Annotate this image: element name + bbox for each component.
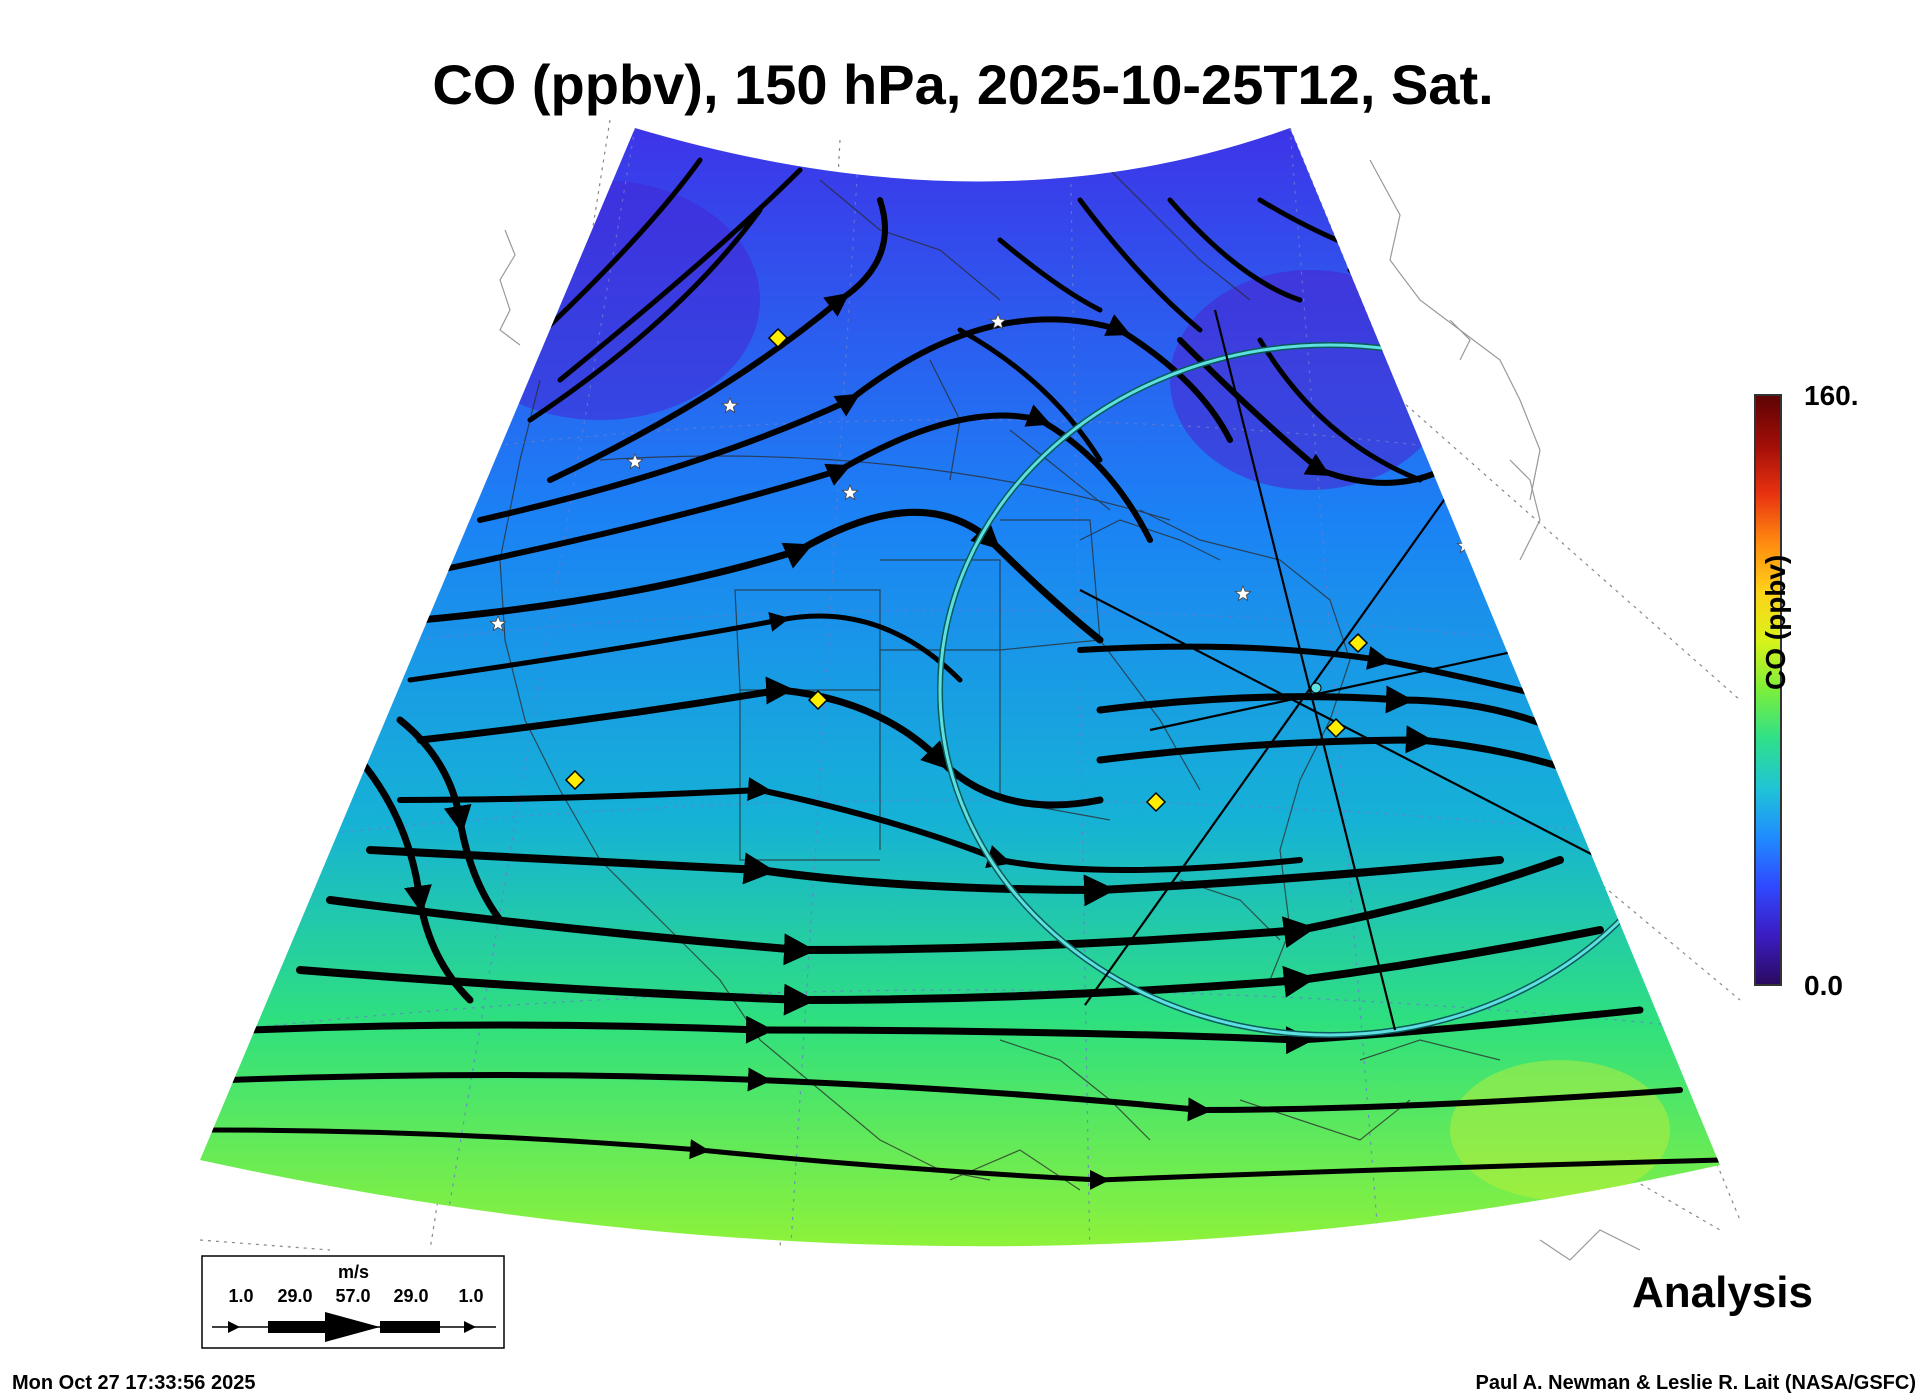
wind-key-label-3: 29.0 [393,1286,429,1306]
wind-key-arrow-1 [228,1321,240,1333]
diamond-marker-2 [564,769,586,791]
diamond-marker-1 [807,689,829,711]
star-marker-3 [841,483,859,501]
diamond-markers [564,327,1369,813]
diamond-marker-4 [1347,632,1369,654]
high-co-pocket-south [1450,1060,1670,1200]
diamond-marker-5 [1325,717,1347,739]
star-marker-0 [989,312,1007,330]
wind-key-label-0: 1.0 [228,1286,254,1306]
wind-key-arrow-1b [464,1321,476,1333]
page-title: CO (ppbv), 150 hPa, 2025-10-25T12, Sat. [432,53,1494,116]
wind-streamlines [207,157,1720,1190]
timestamp: Mon Oct 27 17:33:56 2025 [12,1372,256,1394]
wind-key-label-4: 1.0 [458,1286,484,1306]
low-co-pocket-northwest [440,180,760,420]
diamond-marker-3 [1145,791,1167,813]
wind-key-unit: m/s [338,1262,370,1282]
star-marker-2 [626,452,644,470]
diamond-marker-0 [767,327,789,349]
wind-key-arrow-57 [325,1312,380,1342]
outer-coastlines [499,159,1641,1261]
star-marker-5 [1234,584,1252,602]
colorbar-axis-label: CO (ppbv) [1760,554,1791,690]
center-marker [1310,682,1322,694]
colorbar-bar [1754,394,1782,986]
star-marker-4 [489,614,507,632]
coastlines [499,159,1501,1191]
analysis-label: Analysis [1632,1268,1813,1317]
wind-key [201,1255,505,1349]
range-ring [937,342,1720,1038]
wind-key-label-2: 57.0 [335,1286,371,1306]
star-marker-1 [721,396,739,414]
credit-line: Paul A. Newman & Leslie R. Lait (NASA/GS… [1475,1372,1916,1394]
wind-key-label-1: 29.0 [277,1286,313,1306]
colorbar [1754,394,1782,986]
colorbar-min-label: 0.0 [1804,970,1843,1001]
colorbar-max-label: 160. [1804,380,1859,411]
